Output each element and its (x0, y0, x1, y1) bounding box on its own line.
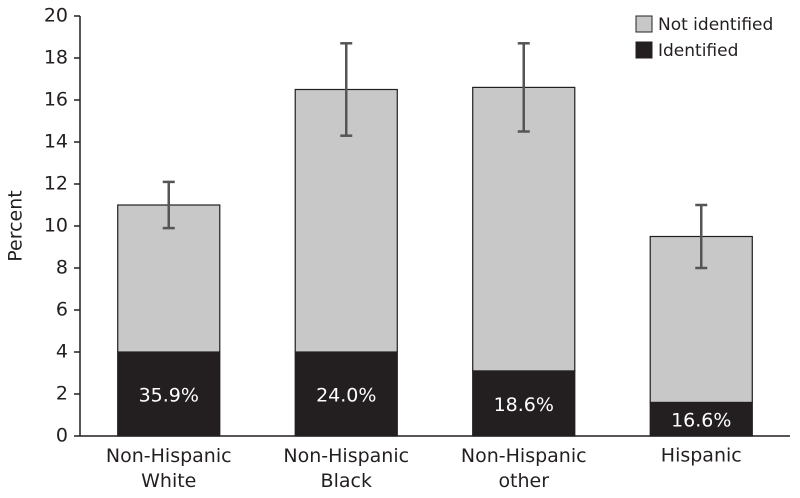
error-bar (162, 180, 175, 230)
y-tick-label: 4 (56, 341, 68, 363)
y-tick-label: 14 (44, 131, 68, 153)
data-label: 35.9% (139, 385, 199, 407)
x-tick-label: Hispanic (661, 445, 742, 467)
data-label: 16.6% (671, 410, 731, 432)
y-axis-label: Percent (5, 190, 27, 262)
error-bar (695, 203, 708, 270)
x-tick-label: Non-Hispanic other (461, 445, 587, 492)
y-tick-label: 2 (56, 383, 68, 405)
bar-segment (649, 401, 753, 437)
legend-label: Not identified (658, 15, 773, 35)
y-tick-label: 18 (44, 47, 68, 69)
y-tick-label: 0 (56, 425, 68, 447)
legend-swatch (635, 41, 653, 59)
legend-label: Identified (658, 41, 738, 61)
error-bar (340, 42, 353, 137)
y-tick-label: 12 (44, 173, 68, 195)
error-bar (517, 42, 530, 133)
bar-segment (294, 351, 398, 437)
y-tick-label: 10 (44, 215, 68, 237)
y-tick-label: 20 (44, 5, 68, 27)
x-tick-label: Non-Hispanic White (106, 445, 232, 492)
y-tick-label: 6 (56, 299, 68, 321)
y-tick-label: 8 (56, 257, 68, 279)
legend-swatch (635, 15, 653, 33)
bar-segment (472, 370, 576, 437)
x-tick-label: Non-Hispanic Black (283, 445, 409, 492)
bar-segment (472, 86, 576, 372)
y-tick-label: 16 (44, 89, 68, 111)
data-label: 18.6% (494, 394, 554, 416)
data-label: 24.0% (316, 385, 376, 407)
bar-segment (117, 204, 221, 353)
bar-segment (117, 351, 221, 437)
